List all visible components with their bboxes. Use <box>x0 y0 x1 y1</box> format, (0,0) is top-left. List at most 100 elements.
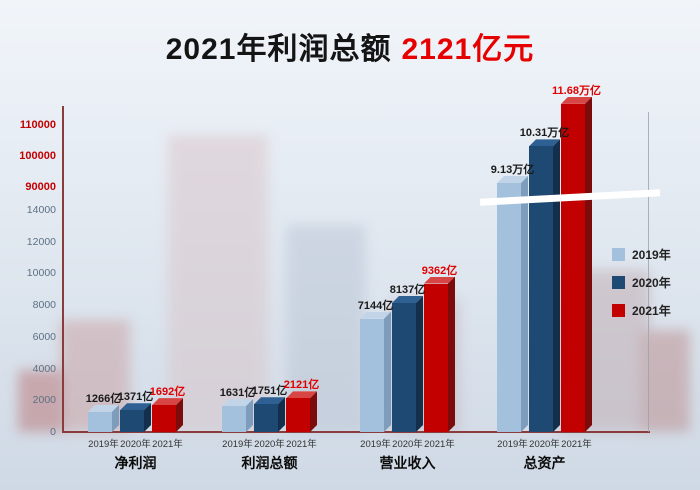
bar-top-face <box>424 276 455 284</box>
bar-top-face <box>497 175 528 183</box>
bar <box>561 96 592 432</box>
bar-side-face <box>553 139 560 432</box>
bar-value-label: 9.13万亿 <box>490 163 535 176</box>
x-tick-label: 2021年 <box>561 439 592 450</box>
y-tick-label: 90000 <box>25 181 56 193</box>
bar-side-face <box>384 312 391 432</box>
bar-top-face <box>88 404 119 412</box>
x-tick-label: 2021年 <box>424 439 455 450</box>
bar-side-face <box>585 97 592 432</box>
x-tick-label: 2020年 <box>254 439 285 450</box>
legend-swatch <box>612 276 625 289</box>
bar-side-face <box>416 296 423 432</box>
bar-top-face <box>286 391 317 399</box>
bar-front-face <box>120 410 144 432</box>
bar-top-face <box>222 399 253 407</box>
bar-value-label: 1371亿 <box>117 391 154 404</box>
x-tick-label: 2020年 <box>392 439 423 450</box>
legend-label: 2020年 <box>632 276 671 290</box>
bar-front-face <box>360 318 384 432</box>
bar-top-face <box>254 397 285 405</box>
bar-front-face <box>497 182 521 432</box>
bar-side-face <box>144 403 151 432</box>
chart-title: 2021年利润总额 2121亿元 <box>0 24 700 68</box>
bar-side-face <box>246 399 253 432</box>
chart-title-main: 2021年利润总额 <box>165 33 392 66</box>
bar-value-label: 8137亿 <box>389 283 426 296</box>
y-tick-label: 100000 <box>19 150 56 162</box>
y-tick-label: 2000 <box>32 394 56 407</box>
bar-side-face <box>310 391 317 432</box>
bar-front-face <box>152 405 176 432</box>
skyline-building <box>18 370 64 432</box>
legend-swatch <box>612 248 625 261</box>
legend-item: 2020年 <box>612 274 671 291</box>
skyline-building <box>168 135 268 432</box>
x-axis-line <box>62 431 650 433</box>
chart-title-highlight: 2121亿元 <box>401 33 535 66</box>
legend-item: 2021年 <box>612 302 671 319</box>
bar-top-face <box>529 139 560 147</box>
y-axis-line <box>62 106 64 433</box>
bar-front-face <box>424 283 448 432</box>
bar <box>88 404 119 432</box>
bar <box>360 311 391 432</box>
bar-top-face <box>120 403 151 411</box>
x-tick-label: 2019年 <box>222 439 253 450</box>
x-tick-label: 2020年 <box>529 439 560 450</box>
group-label: 净利润 <box>114 455 157 471</box>
bar <box>497 175 528 432</box>
bar-side-face <box>112 405 119 432</box>
bar-top-face <box>392 295 423 303</box>
bar-side-face <box>176 398 183 432</box>
bar-value-label: 1631亿 <box>219 387 256 400</box>
bar-front-face <box>286 398 310 432</box>
x-tick-label: 2019年 <box>88 439 119 450</box>
bar-front-face <box>88 411 112 432</box>
bar-side-face <box>521 176 528 432</box>
y-tick-label: 110000 <box>19 119 56 131</box>
bar <box>424 276 455 432</box>
bar <box>120 403 151 432</box>
bar-value-label: 1751亿 <box>251 385 288 398</box>
bar-top-face <box>152 398 183 406</box>
bar-value-label: 2121亿 <box>283 379 320 392</box>
bar-front-face <box>254 404 278 432</box>
plot-right-border <box>648 112 649 432</box>
bar <box>152 398 183 432</box>
y-tick-label: 8000 <box>32 299 56 312</box>
legend-label: 2021年 <box>632 304 671 318</box>
group-label: 营业收入 <box>379 455 436 471</box>
bar-side-face <box>448 277 455 432</box>
bar <box>254 397 285 432</box>
y-tick-label: 6000 <box>32 330 56 343</box>
bar-top-face <box>561 96 592 104</box>
group-label: 利润总额 <box>241 455 298 471</box>
bar-front-face <box>561 103 585 432</box>
bar-front-face <box>529 146 553 432</box>
bar-front-face <box>222 406 246 432</box>
legend-swatch <box>612 304 625 317</box>
x-tick-label: 2019年 <box>497 439 528 450</box>
bar-front-face <box>392 302 416 432</box>
bar-value-label: 9362亿 <box>421 264 458 277</box>
bar <box>222 399 253 432</box>
legend-item: 2019年 <box>612 246 671 263</box>
bar-value-label: 11.68万亿 <box>552 84 601 97</box>
bar <box>529 139 560 432</box>
group-label: 总资产 <box>523 455 566 471</box>
legend-label: 2019年 <box>632 248 671 262</box>
bar-side-face <box>278 397 285 432</box>
x-tick-label: 2020年 <box>120 439 151 450</box>
bar-value-label: 10.31万亿 <box>519 127 570 140</box>
legend: 2019年 2020年 2021年 <box>612 246 671 330</box>
bar-top-face <box>360 311 391 319</box>
y-tick-label: 0 <box>50 426 56 438</box>
x-tick-label: 2021年 <box>152 439 183 450</box>
x-tick-label: 2021年 <box>286 439 317 450</box>
bar <box>392 295 423 432</box>
y-tick-label: 4000 <box>32 362 56 375</box>
y-tick-label: 12000 <box>26 235 56 248</box>
